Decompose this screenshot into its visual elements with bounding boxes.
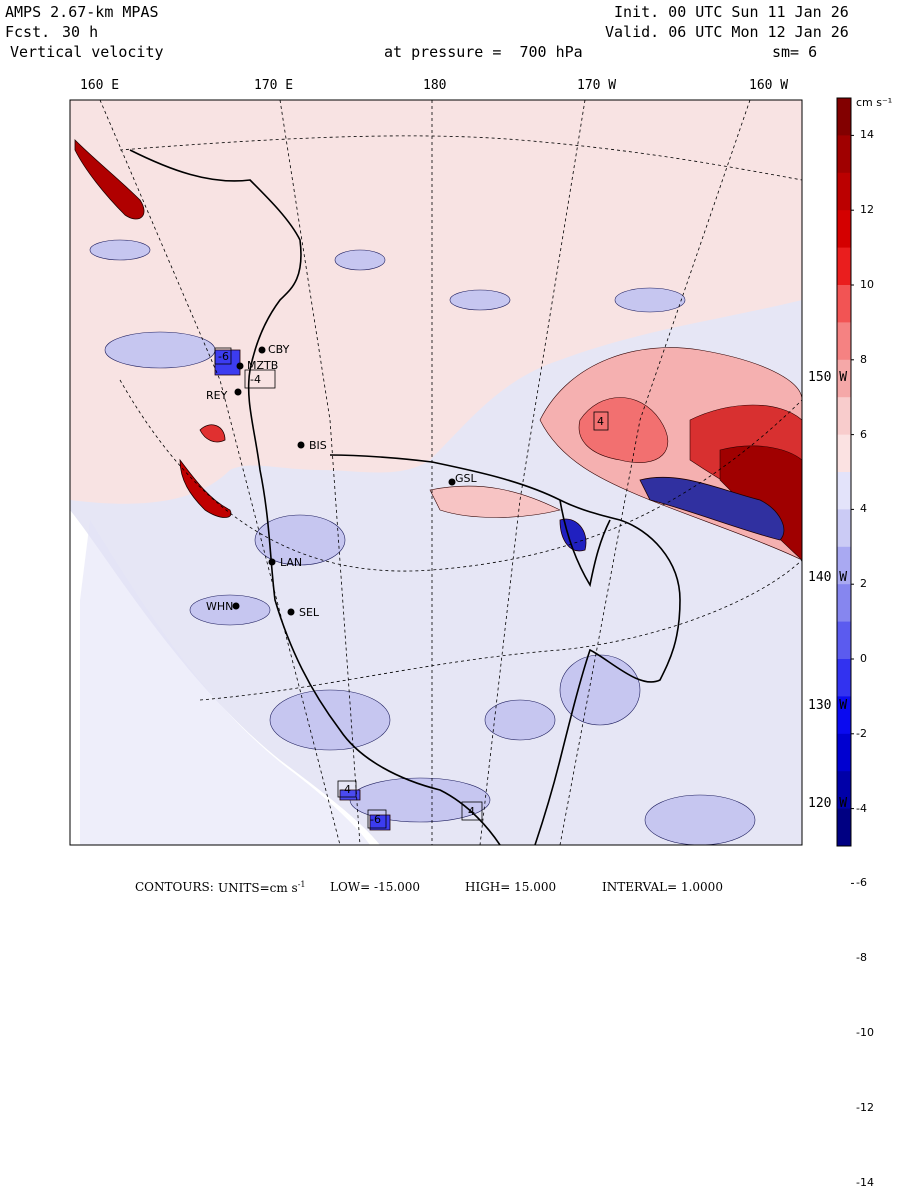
lon-label-180: 180: [423, 78, 447, 93]
lat-label-130w: 130 W: [808, 698, 848, 713]
station-markers: [232, 346, 456, 616]
colorbar-swatch: [837, 621, 851, 660]
station-gsl: GSL: [455, 472, 478, 485]
variable-title: Vertical velocity: [10, 43, 164, 61]
station-mztb: MZTB: [247, 359, 278, 372]
footer-interval: INTERVAL= 1.0000: [602, 880, 723, 894]
colorbar-swatch: [837, 472, 851, 510]
colorbar-swatch: [837, 397, 851, 436]
box-value-2: 4: [597, 415, 604, 428]
station-cby: CBY: [268, 343, 290, 356]
map-frame: [69, 99, 803, 846]
colorbar-swatch: [837, 210, 851, 249]
colorbar-swatch: [837, 771, 851, 810]
station-lan: LAN: [280, 556, 302, 569]
descent-patches: [89, 239, 756, 845]
footer-high: HIGH= 15.000: [465, 880, 557, 894]
colorbar-frame: [836, 97, 852, 847]
colorbar-tick-label: -4: [856, 801, 867, 815]
colorbar-swatch: [837, 509, 851, 548]
colorbar-tick-label: -6: [856, 876, 867, 890]
station-sel: SEL: [299, 606, 320, 619]
colorbar-swatch: [837, 659, 851, 697]
colorbar-tick-label: 14: [860, 128, 874, 142]
colorbar-tick-label: 2: [860, 577, 867, 591]
colorbar-tick-label: -2: [856, 726, 867, 740]
footer-units-sup: -1: [297, 880, 306, 889]
colorbar-swatch: [837, 247, 851, 286]
lat-label-120w: 120 W: [808, 796, 848, 811]
colorbar-tick-label: 0: [860, 652, 867, 665]
station-bis: BIS: [309, 439, 327, 452]
colorbar-tick-label: 6: [860, 427, 867, 441]
colorbar-swatch: [837, 808, 851, 847]
colorbar-tick-label: -8: [856, 951, 867, 965]
colorbar-tick-label: 12: [860, 203, 874, 217]
station-whn: WHN: [206, 600, 233, 613]
model-title: AMPS 2.67-km MPAS: [5, 3, 159, 21]
box-value-5: 4: [468, 805, 475, 818]
colorbar-swatch: [837, 135, 851, 174]
colorbar-units: cm s⁻¹: [856, 96, 893, 109]
graticule: [99, 100, 802, 845]
smoothing-value: sm= 6: [772, 43, 818, 61]
colorbar-tick-label: 8: [860, 352, 867, 366]
colorbar-tick-label: -10: [856, 1026, 874, 1039]
vertical-velocity-map: CBY MZTB REY BIS GSL LAN WHN SEL -6 4 -4…: [69, 97, 854, 884]
pressure-level: at pressure = 700 hPa: [384, 43, 583, 61]
footer-low: LOW= -15.000: [330, 880, 421, 894]
lon-label-170e: 170 E: [254, 78, 294, 93]
colorbar-swatch: [837, 546, 851, 585]
extrema-boxes: [214, 347, 609, 829]
box-value-1: -6: [218, 350, 229, 363]
positive-weak-region: [70, 100, 802, 504]
colorbar-tick-label: 10: [860, 278, 874, 291]
box-value-4: -6: [370, 813, 381, 826]
colorbar: [837, 98, 854, 884]
forecast-value: 30 h: [62, 23, 99, 41]
lat-label-140w: 140 W: [808, 570, 848, 585]
box-value-6: -4: [250, 373, 261, 386]
lat-label-150w: 150 W: [808, 370, 848, 385]
lon-label-170w: 170 W: [577, 78, 617, 93]
colorbar-swatch: [837, 172, 851, 211]
colorbar-swatch: [837, 285, 851, 323]
station-rey: REY: [206, 389, 228, 402]
colorbar-swatch: [837, 322, 851, 361]
colorbar-tick-label: -12: [856, 1100, 874, 1114]
init-time: Init. 00 UTC Sun 11 Jan 26: [614, 3, 849, 21]
colorbar-swatch: [837, 434, 851, 473]
footer-contours: CONTOURS:: [135, 880, 214, 894]
colorbar-swatch: [837, 584, 851, 623]
plateau-region: [80, 520, 370, 845]
colorbar-tick-label: -14: [856, 1175, 874, 1189]
footer-units: UNITS=cm s-1: [218, 880, 306, 895]
colorbar-swatch: [837, 98, 851, 136]
colorbar-tick-label: 4: [860, 502, 867, 516]
colorbar-swatch: [837, 359, 851, 398]
coastline: [129, 149, 681, 845]
colorbar-swatch: [837, 733, 851, 772]
lon-label-160e: 160 E: [80, 78, 120, 93]
footer-units-text: UNITS=cm s: [218, 881, 298, 895]
valid-time: Valid. 06 UTC Mon 12 Jan 26: [605, 23, 849, 41]
box-value-3: -4: [340, 783, 351, 796]
colorbar-swatch: [837, 696, 851, 735]
forecast-label: Fcst.: [5, 23, 51, 41]
lon-label-160w: 160 W: [749, 78, 789, 93]
